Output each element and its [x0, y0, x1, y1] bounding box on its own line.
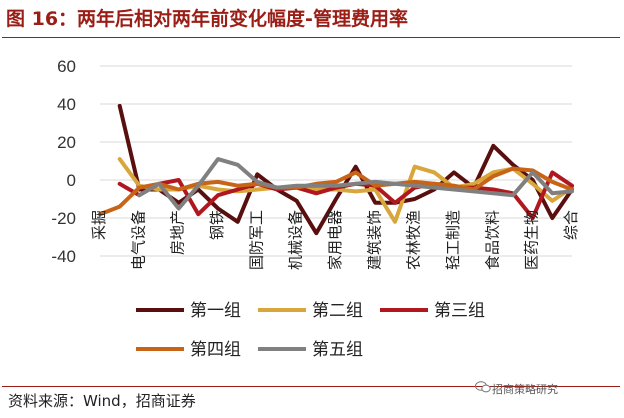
y-tick-label: 40 — [57, 95, 76, 114]
watermark-text: 招商策略研究 — [492, 383, 558, 396]
legend-label: 第一组 — [190, 301, 241, 321]
x-axis-ticks: 采掘 电气设备 房地产 钢铁 国防军工 机械设备 家用电器 建筑装饰 农林牧渔 轻工制造 食品饮料 医… — [90, 210, 580, 270]
source-note: 资料来源：Wind，招商证券 — [8, 392, 196, 410]
series-line-4 — [98, 166, 574, 217]
title-divider — [2, 37, 620, 38]
y-tick-label: 0 — [67, 171, 76, 190]
x-tick-label: 机械设备 — [287, 210, 305, 270]
x-tick-label: 钢铁 — [208, 210, 226, 240]
legend-label: 第二组 — [312, 301, 363, 321]
y-tick-label: 60 — [57, 57, 76, 76]
x-tick-label: 食品饮料 — [483, 210, 501, 270]
x-tick-label: 采掘 — [90, 210, 108, 240]
series-line-5 — [137, 157, 574, 211]
x-tick-label: 家用电器 — [326, 210, 344, 270]
y-tick-label: -40 — [51, 247, 76, 266]
wechat-logo-icon — [475, 381, 491, 393]
line-chart: 60 40 20 0 -20 -40 采掘 电气设备 房地产 钢铁 国防军工 机械设备 家用电器 建筑装… — [51, 57, 580, 360]
y-tick-label: -20 — [51, 209, 76, 228]
gridlines — [100, 65, 572, 257]
footer-divider — [2, 386, 620, 387]
y-tick-label: 20 — [57, 133, 76, 152]
legend-label: 第四组 — [190, 340, 241, 360]
legend-label: 第五组 — [312, 340, 363, 360]
x-tick-label: 综合 — [562, 210, 580, 240]
x-tick-label: 电气设备 — [129, 210, 147, 270]
x-tick-label: 农林牧渔 — [405, 210, 423, 270]
legend-label: 第三组 — [434, 301, 485, 321]
chart-title: 图 16：两年后相对两年前变化幅度-管理费用率 — [6, 8, 408, 30]
y-axis-ticks: 60 40 20 0 -20 -40 — [51, 57, 76, 266]
x-tick-label: 医药生物 — [523, 210, 541, 270]
x-tick-label: 建筑装饰 — [365, 210, 383, 270]
x-tick-label: 轻工制造 — [444, 210, 462, 270]
x-tick-label: 房地产 — [169, 210, 187, 255]
series-lines — [98, 103, 574, 236]
x-tick-label: 国防军工 — [247, 210, 265, 270]
